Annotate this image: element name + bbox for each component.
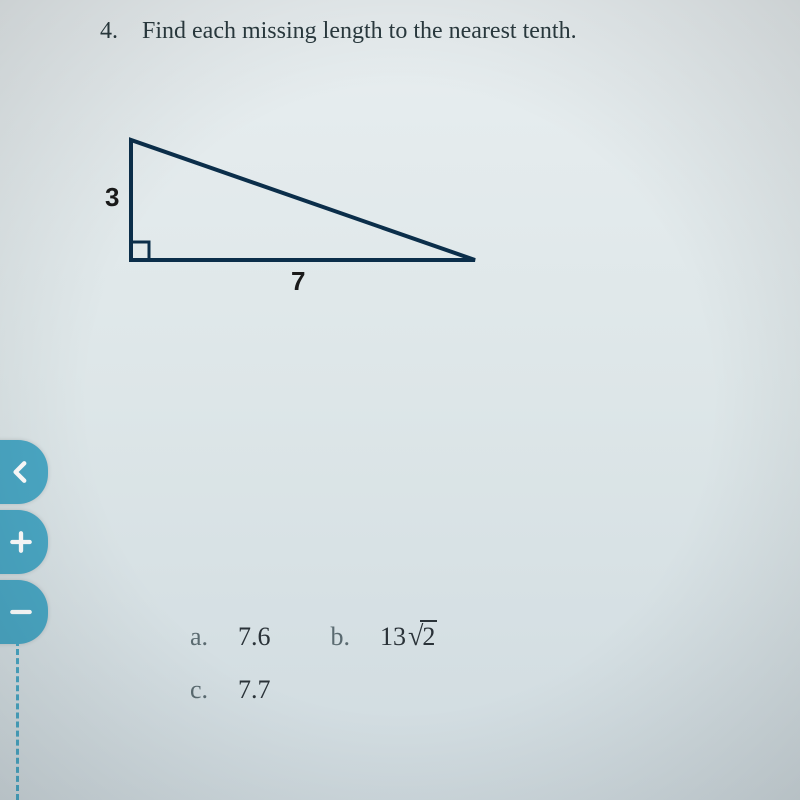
answer-option-b[interactable]: b. 13 √ 2 — [331, 620, 438, 653]
plus-icon — [8, 529, 34, 555]
answer-options: a. 7.6 b. 13 √ 2 c. 7.7 — [190, 620, 650, 727]
answer-row-2: c. 7.7 — [190, 675, 650, 705]
radical-coefficient: 13 — [380, 622, 406, 652]
triangle-diagram: 3 7 — [95, 120, 515, 320]
answer-option-c[interactable]: c. 7.7 — [190, 675, 271, 705]
side-label-vertical: 3 — [105, 182, 119, 213]
chevron-left-icon — [8, 459, 34, 485]
question-text: Find each missing length to the nearest … — [142, 18, 577, 45]
option-letter: a. — [190, 622, 208, 652]
triangle-shape — [131, 140, 475, 260]
answer-option-a[interactable]: a. 7.6 — [190, 620, 271, 653]
side-toolbar — [0, 440, 52, 650]
answer-row-1: a. 7.6 b. 13 √ 2 — [190, 620, 650, 653]
option-value-radical: 13 √ 2 — [380, 620, 437, 653]
tab-minus[interactable] — [0, 580, 48, 644]
right-angle-marker — [131, 242, 149, 260]
question-row: 4. Find each missing length to the neare… — [100, 18, 577, 45]
tab-chevron[interactable] — [0, 440, 48, 504]
minus-icon — [8, 599, 34, 625]
radical-radicand: 2 — [420, 620, 437, 652]
option-letter: b. — [331, 622, 351, 652]
option-value: 7.7 — [238, 675, 271, 705]
dashed-edge-line — [16, 640, 19, 800]
side-label-horizontal: 7 — [291, 266, 305, 297]
option-letter: c. — [190, 675, 208, 705]
question-number: 4. — [100, 18, 118, 45]
tab-plus[interactable] — [0, 510, 48, 574]
option-value: 7.6 — [238, 622, 271, 652]
